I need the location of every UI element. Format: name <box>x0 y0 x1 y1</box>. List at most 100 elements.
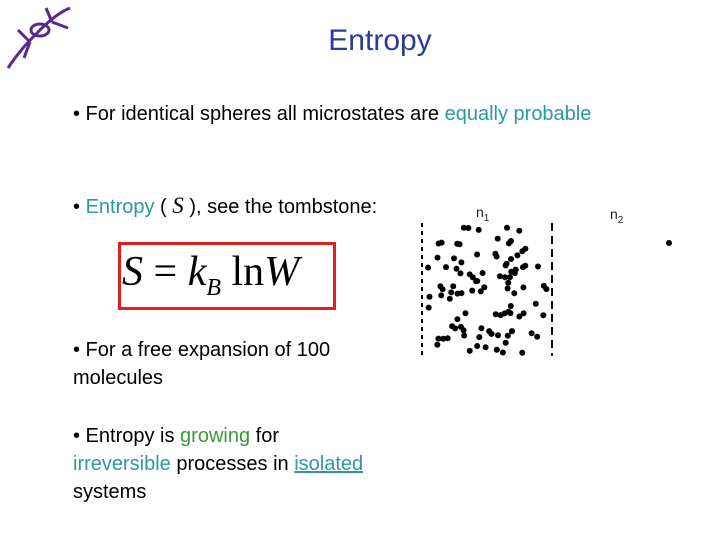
text: for <box>250 425 279 447</box>
formula: S = kB lnW <box>122 248 299 302</box>
text: • <box>73 196 86 218</box>
title: Entropy <box>328 24 432 57</box>
highlight: isolated <box>294 453 364 475</box>
particle <box>506 274 513 281</box>
particle <box>505 240 512 247</box>
particle <box>505 279 512 286</box>
particle <box>511 290 518 297</box>
particle <box>520 284 527 291</box>
particle <box>475 226 482 233</box>
particle <box>458 259 465 266</box>
particle <box>516 227 523 234</box>
particle <box>446 295 453 302</box>
logo-shape <box>6 6 71 69</box>
particle <box>540 312 547 319</box>
particle <box>466 347 473 354</box>
particle-figure <box>421 223 672 356</box>
particle <box>495 332 501 339</box>
particle <box>501 310 508 317</box>
particle <box>452 325 459 332</box>
particle <box>426 293 433 300</box>
particle <box>458 290 465 297</box>
logo <box>6 6 71 69</box>
particle <box>493 346 500 353</box>
particle <box>492 250 499 257</box>
particle <box>454 316 461 323</box>
particle <box>508 256 514 262</box>
particle <box>504 224 510 231</box>
particle <box>503 260 510 267</box>
particle <box>438 239 445 246</box>
particle <box>479 270 486 276</box>
particle <box>534 333 541 340</box>
particle <box>508 268 515 275</box>
particle <box>522 245 529 252</box>
particle <box>528 330 535 337</box>
particle <box>543 286 550 293</box>
particle <box>507 310 514 317</box>
bullet: • Entropy is growing for irreversible pr… <box>73 422 373 506</box>
particle <box>461 332 468 339</box>
label-sub: 2 <box>617 214 624 226</box>
formula-part: W <box>264 249 300 295</box>
particle <box>494 235 501 242</box>
particle <box>476 334 483 341</box>
bullet: • For a free expansion of 100 molecules <box>73 336 368 392</box>
particle <box>519 349 526 356</box>
particle <box>532 300 539 307</box>
particle <box>450 283 457 290</box>
particle <box>497 273 503 280</box>
highlight: equally probable <box>444 103 592 125</box>
particle <box>535 263 541 270</box>
label: n2 <box>610 206 623 226</box>
text: systems <box>73 481 147 503</box>
particle <box>457 270 464 277</box>
particle <box>509 328 515 335</box>
bullet: • Entropy ( S ), see the tombstone: <box>73 192 377 221</box>
text: • Entropy is <box>73 425 181 447</box>
text: ( <box>154 196 173 218</box>
particle <box>425 304 432 311</box>
text: • For a free expansion of 100 molecules <box>73 339 331 389</box>
particle <box>460 327 467 334</box>
formula-part: S <box>122 249 143 295</box>
particle <box>443 264 449 271</box>
highlight: growing <box>180 425 251 447</box>
particle <box>473 278 480 285</box>
particle <box>516 313 523 320</box>
particle <box>492 311 499 318</box>
particle <box>469 287 476 294</box>
highlight: irreversible <box>73 453 171 475</box>
particle <box>453 265 460 272</box>
particle <box>477 288 484 295</box>
symbol: S <box>172 193 184 218</box>
formula-part: k <box>187 249 207 295</box>
text: ), see the tombstone: <box>183 196 378 218</box>
particle <box>481 284 488 291</box>
particle <box>502 339 509 346</box>
particle <box>504 285 511 292</box>
label-text: n <box>610 206 618 222</box>
text: processes in <box>170 453 295 475</box>
particle <box>466 271 473 278</box>
particle <box>460 224 467 231</box>
formula-sub: B <box>206 275 222 301</box>
particle <box>439 286 446 293</box>
particle <box>462 310 469 317</box>
particle <box>520 310 527 317</box>
particle <box>514 252 521 259</box>
particle <box>499 349 506 356</box>
particle <box>474 343 481 349</box>
formula-part: = <box>153 249 178 295</box>
particle <box>478 325 485 332</box>
highlight: Entropy <box>85 196 155 218</box>
particle <box>474 251 481 258</box>
particle <box>486 328 493 335</box>
particle <box>520 264 526 271</box>
particle <box>451 255 457 262</box>
formula-box <box>118 242 336 310</box>
particle <box>448 289 455 296</box>
bullet: • For identical spheres all microstates … <box>73 100 653 128</box>
particle <box>438 292 445 299</box>
